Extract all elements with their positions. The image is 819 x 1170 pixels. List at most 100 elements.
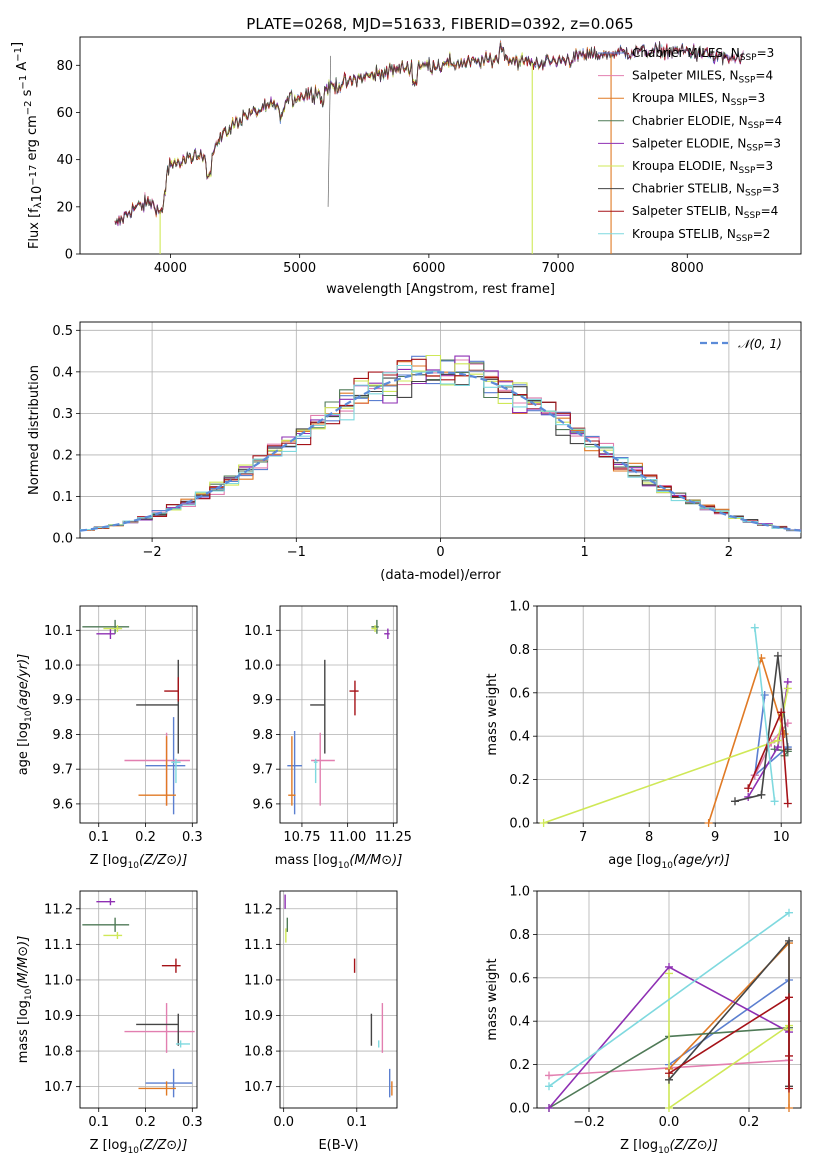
series-marker <box>704 819 713 827</box>
x-tick-label: 6000 <box>412 261 445 276</box>
x-axis-label: E(B-V) <box>318 1138 358 1153</box>
series-marker <box>665 1069 673 1078</box>
y-tick-label: 10.9 <box>244 1009 273 1024</box>
x-tick-label: 9 <box>711 830 719 845</box>
weight-lines <box>539 623 792 827</box>
point-kroupa-stelib <box>171 758 181 784</box>
x-axis-label: Z [log10(Z/Z⊙)] <box>90 853 188 871</box>
weight-vs-age-axes: 7 8 9 10 0.0 0.2 0.4 0.6 0.8 1.0 age [log10(age/yr… <box>485 600 802 871</box>
normal-reference-curve <box>79 371 802 532</box>
x-axis-label: mass [log10(M/M⊙)] <box>275 853 403 871</box>
weight-lines <box>545 908 793 1112</box>
series-marker <box>539 819 548 827</box>
y-tick-label: 0.2 <box>52 448 73 463</box>
residuals-frame <box>79 321 802 539</box>
legend-label: Chabrier ELODIE, NSSP=4 <box>632 114 782 131</box>
series-marker <box>773 736 782 745</box>
x-axis-label: Z [log10(Z/Z⊙)] <box>90 1138 188 1156</box>
age-vs-mass-axes: 10.75 11.00 11.25 9.6 9.7 9.8 9.9 10.0 10.1 mass … <box>244 605 412 871</box>
series-chabrier-stelib <box>731 651 792 806</box>
x-tick-label: 8 <box>645 830 653 845</box>
x-tick-label: 0.0 <box>273 1115 294 1130</box>
series-line <box>734 655 789 803</box>
x-tick-label: −0.2 <box>573 1115 605 1130</box>
series-chabrier-miles <box>665 975 793 1069</box>
point-chabrier-miles <box>145 1068 193 1098</box>
series-line <box>668 995 790 1089</box>
spectrum-axes: 4000 5000 6000 7000 8000 0 20 40 60 80 wavelength … <box>10 36 802 297</box>
series-marker <box>783 799 792 808</box>
series-marker <box>785 1104 793 1112</box>
series-marker <box>783 684 792 693</box>
point-salpeter-elodie <box>96 628 116 639</box>
series-marker <box>785 908 793 917</box>
series-marker <box>770 797 779 806</box>
spectrum-kroupa-elodie <box>160 42 532 212</box>
point-chabrier-stelib <box>136 659 179 754</box>
x-tick-label: 0.1 <box>88 830 109 845</box>
mass-vs-ebv-axes: 0.0 0.1 10.7 10.8 10.9 11.0 11.1 11.2 E(B-V) <box>244 890 398 1153</box>
legend-label: Salpeter ELODIE, NSSP=3 <box>632 136 781 153</box>
y-tick-label: 0.0 <box>509 1102 530 1117</box>
y-tick-label: 11.2 <box>44 902 73 917</box>
mass-vs-Z-axes: 0.1 0.2 0.3 10.7 10.8 10.9 11.0 11.1 11.2 Z [log1… <box>16 890 203 1156</box>
series-marker <box>545 1082 553 1091</box>
point-kroupa-stelib <box>175 1040 190 1048</box>
spectrum-kroupa-stelib <box>114 39 744 224</box>
residuals-axes: −2 −1 0 1 2 0.0 0.1 0.2 0.3 0.4 0.5 (data-model)/er… <box>27 321 802 583</box>
x-tick-label: 10 <box>773 830 790 845</box>
spectrum-chabrier-stelib <box>114 41 744 225</box>
y-tick-label: 0.4 <box>52 365 73 380</box>
series-line <box>548 912 790 1087</box>
y-tick-label: 9.6 <box>252 797 273 812</box>
y-tick-label: 10.0 <box>44 659 73 674</box>
mass-vs-ebv-frame <box>279 890 398 1109</box>
x-tick-label: 0.2 <box>135 830 156 845</box>
point-chabrier-stelib <box>136 1013 179 1046</box>
age-vs-mass-frame <box>279 605 398 824</box>
x-axis-label: wavelength [Angstrom, rest frame] <box>326 282 555 297</box>
series-marker <box>757 790 766 799</box>
series-marker <box>773 651 782 660</box>
series-marker <box>783 745 792 754</box>
y-tick-label: 10.1 <box>44 624 73 639</box>
series-kroupa-elodie <box>539 684 792 827</box>
x-tick-label: −1 <box>287 545 306 560</box>
series-marker <box>785 936 793 945</box>
y-tick-label: 20 <box>56 200 73 215</box>
series-marker <box>785 1084 793 1093</box>
y-tick-label: 1.0 <box>509 885 530 900</box>
y-tick-label: 10.1 <box>244 624 273 639</box>
series-kroupa-stelib <box>750 623 779 806</box>
point-salpeter-elodie <box>384 628 390 639</box>
mass-vs-Z-frame <box>79 890 198 1109</box>
y-tick-label: 9.9 <box>252 693 273 708</box>
x-tick-label: 11.00 <box>329 830 366 845</box>
series-line <box>668 941 790 1108</box>
x-axis-label: (data-model)/error <box>380 568 501 583</box>
y-tick-label: 9.7 <box>52 763 73 778</box>
legend-label: Salpeter STELIB, NSSP=4 <box>632 204 778 221</box>
series-salpeter-stelib <box>665 993 793 1093</box>
point-kroupa-elodie <box>103 625 123 633</box>
x-tick-label: 7 <box>579 830 587 845</box>
figure-title: PLATE=0268, MJD=51633, FIBERID=0392, z=0… <box>246 15 633 33</box>
y-tick-label: 0.1 <box>52 490 73 505</box>
x-tick-label: 2 <box>725 545 733 560</box>
x-tick-label: 0.1 <box>88 1115 109 1130</box>
point-chabrier-stelib <box>310 659 326 754</box>
x-tick-label: 1 <box>581 545 589 560</box>
x-tick-label: 7000 <box>542 261 575 276</box>
y-tick-label: 0.6 <box>509 971 530 986</box>
y-axis-label: mass [log10(M/M⊙)] <box>16 936 34 1064</box>
spectrum-kroupa-miles <box>114 40 612 225</box>
series-line <box>747 711 789 804</box>
x-axis-label: Z [log10(Z/Z⊙)] <box>620 1138 718 1156</box>
spectrum-spike <box>327 55 332 207</box>
point-chabrier-miles <box>145 717 186 815</box>
point-chabrier-miles <box>287 730 302 815</box>
point-kroupa-miles <box>138 1081 176 1096</box>
y-tick-label: 11.1 <box>244 938 273 953</box>
x-tick-label: 4000 <box>154 261 187 276</box>
y-tick-label: 9.9 <box>52 693 73 708</box>
